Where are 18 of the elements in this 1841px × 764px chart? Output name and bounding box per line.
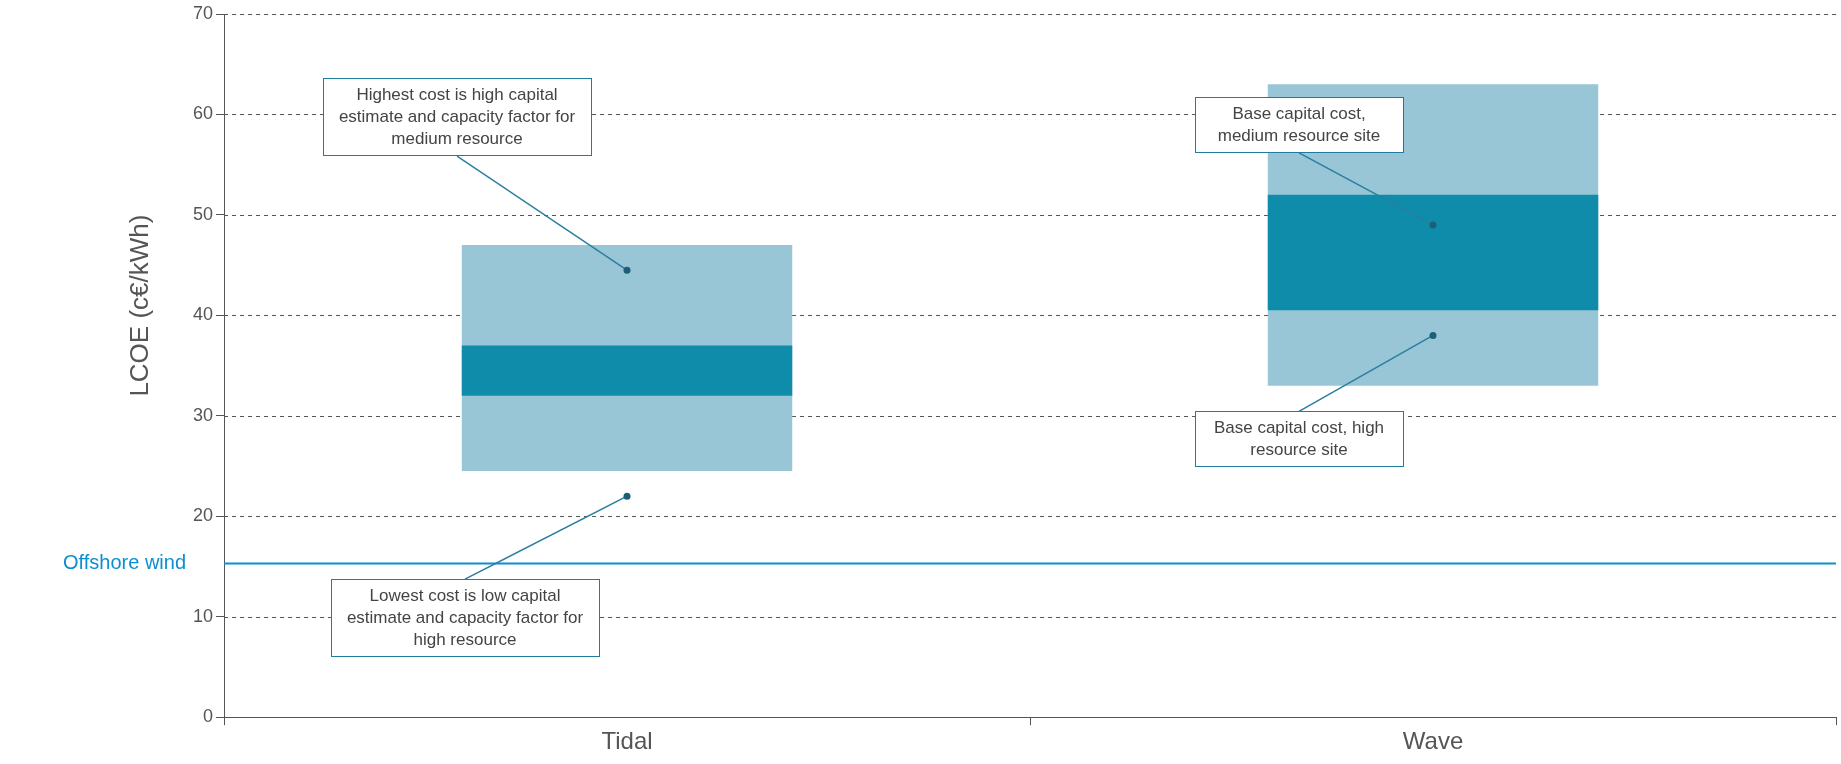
annotation: Lowest cost is low capital estimate and capacity factor for high resource bbox=[330, 579, 600, 658]
annotation: Base capital cost, medium resource site bbox=[1194, 96, 1404, 153]
bar bbox=[1267, 194, 1599, 311]
y-tick-label: 30 bbox=[192, 404, 214, 425]
annotation: Base capital cost, high resource site bbox=[1194, 411, 1404, 468]
ref-line-label: Offshore wind bbox=[62, 551, 187, 574]
x-tick-label: Wave bbox=[1402, 727, 1464, 755]
x-tick-label: Tidal bbox=[601, 727, 653, 755]
y-tick-label: 0 bbox=[203, 706, 214, 727]
y-tick-label: 10 bbox=[192, 605, 214, 626]
annotation: Highest cost is high capital estimate and capacity factor for medium resource bbox=[322, 78, 592, 157]
y-tick-label: 20 bbox=[192, 505, 214, 526]
y-tick-label: 40 bbox=[192, 304, 214, 325]
y-axis-title: LCOE (c€/kWh) bbox=[124, 214, 155, 397]
y-tick-label: 50 bbox=[192, 203, 214, 224]
bar bbox=[461, 345, 793, 396]
y-tick-label: 60 bbox=[192, 103, 214, 124]
y-tick-label: 70 bbox=[192, 2, 214, 23]
